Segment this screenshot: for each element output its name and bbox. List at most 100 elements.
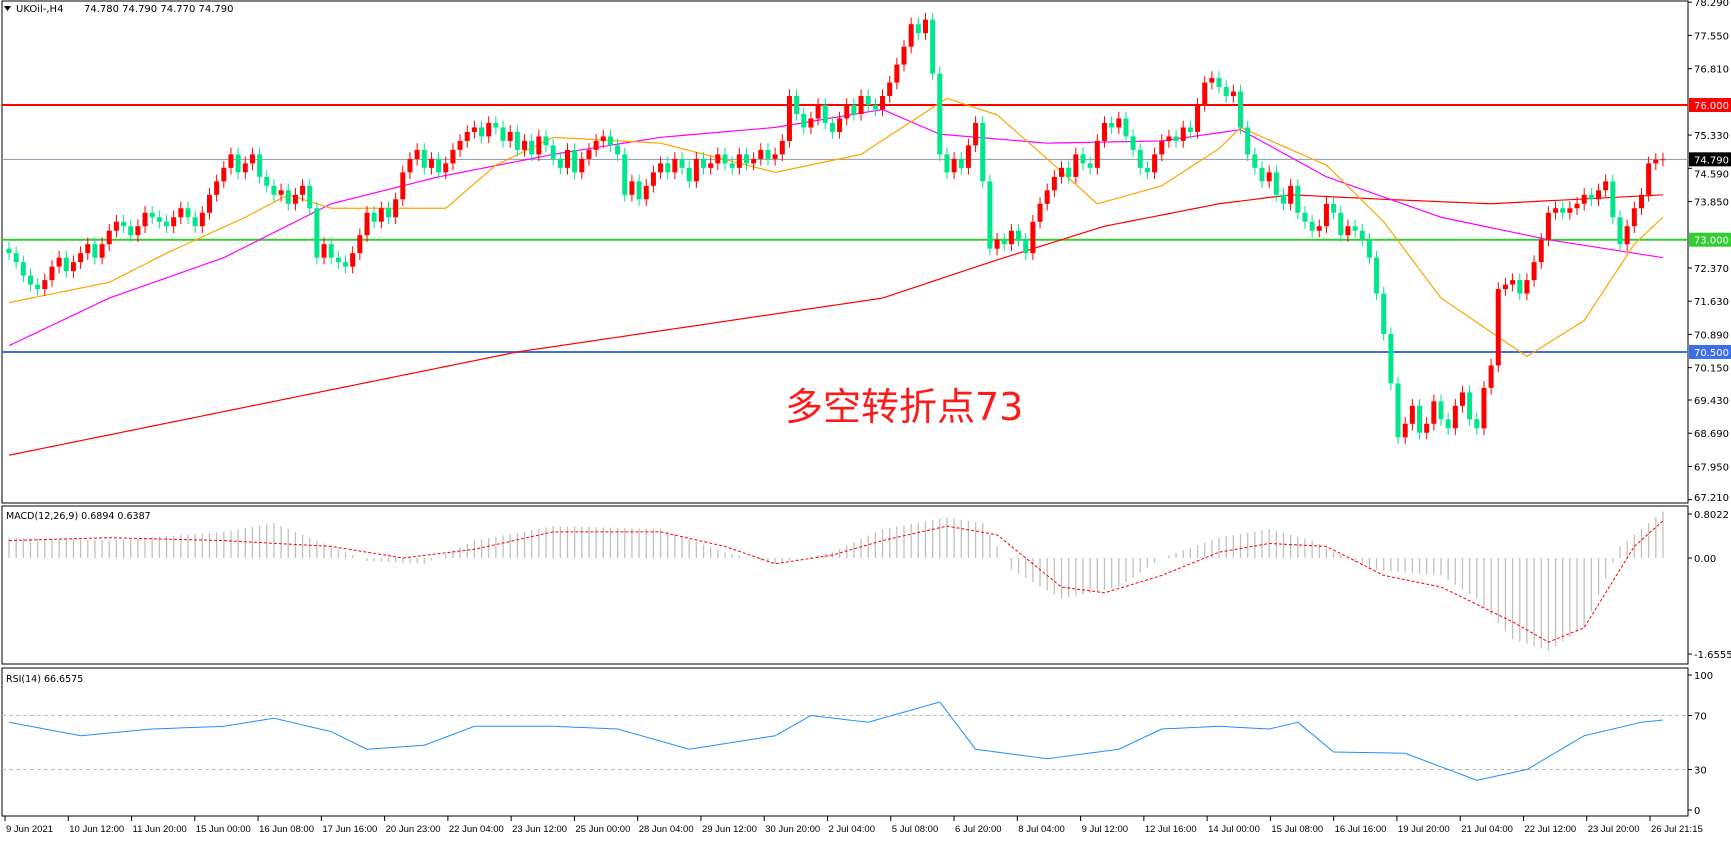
candle-body [149,212,155,218]
time-tick-label: 9 Jul 12:00 [1082,824,1128,835]
candle-body [529,140,535,155]
time-tick-label: 29 Jun 12:00 [702,824,757,835]
candle-body [880,96,886,110]
candle-body [1166,136,1172,141]
candle-body [514,131,520,150]
candle-body [328,244,334,258]
candle-body [715,154,721,164]
candle-body [1180,127,1186,141]
candle-body [1230,91,1236,97]
candle-body [1459,392,1465,406]
candle-body [1030,221,1036,254]
time-tick-label: 22 Jun 04:00 [449,824,504,835]
candle-body [1044,190,1050,204]
candle-body [1502,284,1508,290]
candle-body [808,118,814,128]
candle-body [1653,159,1659,164]
candle-body [736,154,742,168]
candle-body [951,158,957,173]
candle-body [1431,401,1437,424]
candle-body [1467,392,1473,420]
candle-body [321,244,327,258]
candle-body [1137,149,1143,168]
macd-panel[interactable]: 0.8022 0.00 -1.6555 [1,505,1731,665]
candle-body [1510,280,1516,285]
candle-body [765,149,771,159]
candle-body [794,96,800,114]
candle-body [264,176,270,186]
candle-body [106,230,112,245]
candle-body [1345,226,1351,236]
rsi-tick-label: 70 [1694,712,1707,723]
rsi-panel-frame [1,667,1689,817]
candle-body [1574,203,1580,209]
rsi-panel[interactable]: 100 70 30 0 [1,667,1713,817]
candle-body [1567,208,1573,213]
time-tick-label: 12 Jul 16:00 [1145,824,1197,835]
candle-body [722,154,728,164]
time-tick-label: 16 Jun 08:00 [259,824,314,835]
candle-body [1059,167,1065,177]
candle-body [894,64,900,83]
dropdown-triangle-icon[interactable] [4,6,11,11]
candle-body [1109,122,1115,128]
candle-body [908,24,914,47]
annotation-text: 多空转折点73 [785,385,1023,429]
candle-body [1173,136,1179,141]
candle-body [1288,185,1294,204]
candle-body [400,172,406,200]
candle-body [1245,127,1251,155]
candle-body [629,181,635,195]
time-tick-label: 20 Jun 23:00 [386,824,441,835]
candle-body [522,140,528,150]
candle-body [901,46,907,65]
candle-body [1402,423,1408,438]
candle-body [1152,154,1158,173]
candle-body [1051,176,1057,191]
time-tick-label: 6 Jul 20:00 [955,824,1001,835]
time-tick-label: 23 Jun 12:00 [512,824,567,835]
candle-body [1259,167,1265,182]
candle-body [1001,239,1007,245]
candle-body [271,185,277,195]
candle-body [786,96,792,141]
candle-body [457,140,463,150]
symbol-label: UKOil-,H4 [16,4,63,15]
candle-body [1202,82,1208,105]
candle-body [1538,239,1544,263]
candle-body [1388,333,1394,384]
candle-body [1660,159,1666,161]
candle-body [479,127,485,137]
candle-body [536,136,542,155]
candle-body [944,154,950,173]
candle-body [171,217,177,227]
time-tick-label: 21 Jul 04:00 [1461,824,1513,835]
candle-body [772,154,778,159]
candle-body [335,257,341,263]
candle-body [156,217,162,222]
candle-body [1481,387,1487,429]
candle-body [1073,154,1079,177]
candle-body [729,163,735,168]
candle-body [1338,212,1344,236]
candle-body [128,226,134,236]
time-axis: 9 Jun 2021 10 Jun 12:00 11 Jun 20:00 15 Jun… [4,816,1703,835]
time-tick-label: 22 Jul 12:00 [1524,824,1576,835]
price-tick-label: 77.550 [1694,31,1729,42]
candle-body [443,163,449,173]
price-panel[interactable]: 78.290 77.550 76.810 75.330 74.590 73.850 72.3… [1,0,1731,504]
time-tick-label: 26 Jul 21:15 [1651,824,1703,835]
candle-body [178,208,184,218]
candle-body [1209,78,1215,83]
candle-body [801,113,807,128]
candle-body [751,158,757,164]
candle-body [1545,212,1551,240]
candle-body [1531,262,1537,281]
candle-body [980,122,986,182]
candle-body [1331,203,1337,213]
candle-body [278,190,284,195]
candle-body [1638,194,1644,209]
candle-body [887,82,893,97]
price-tick-label: 74.590 [1694,169,1729,180]
